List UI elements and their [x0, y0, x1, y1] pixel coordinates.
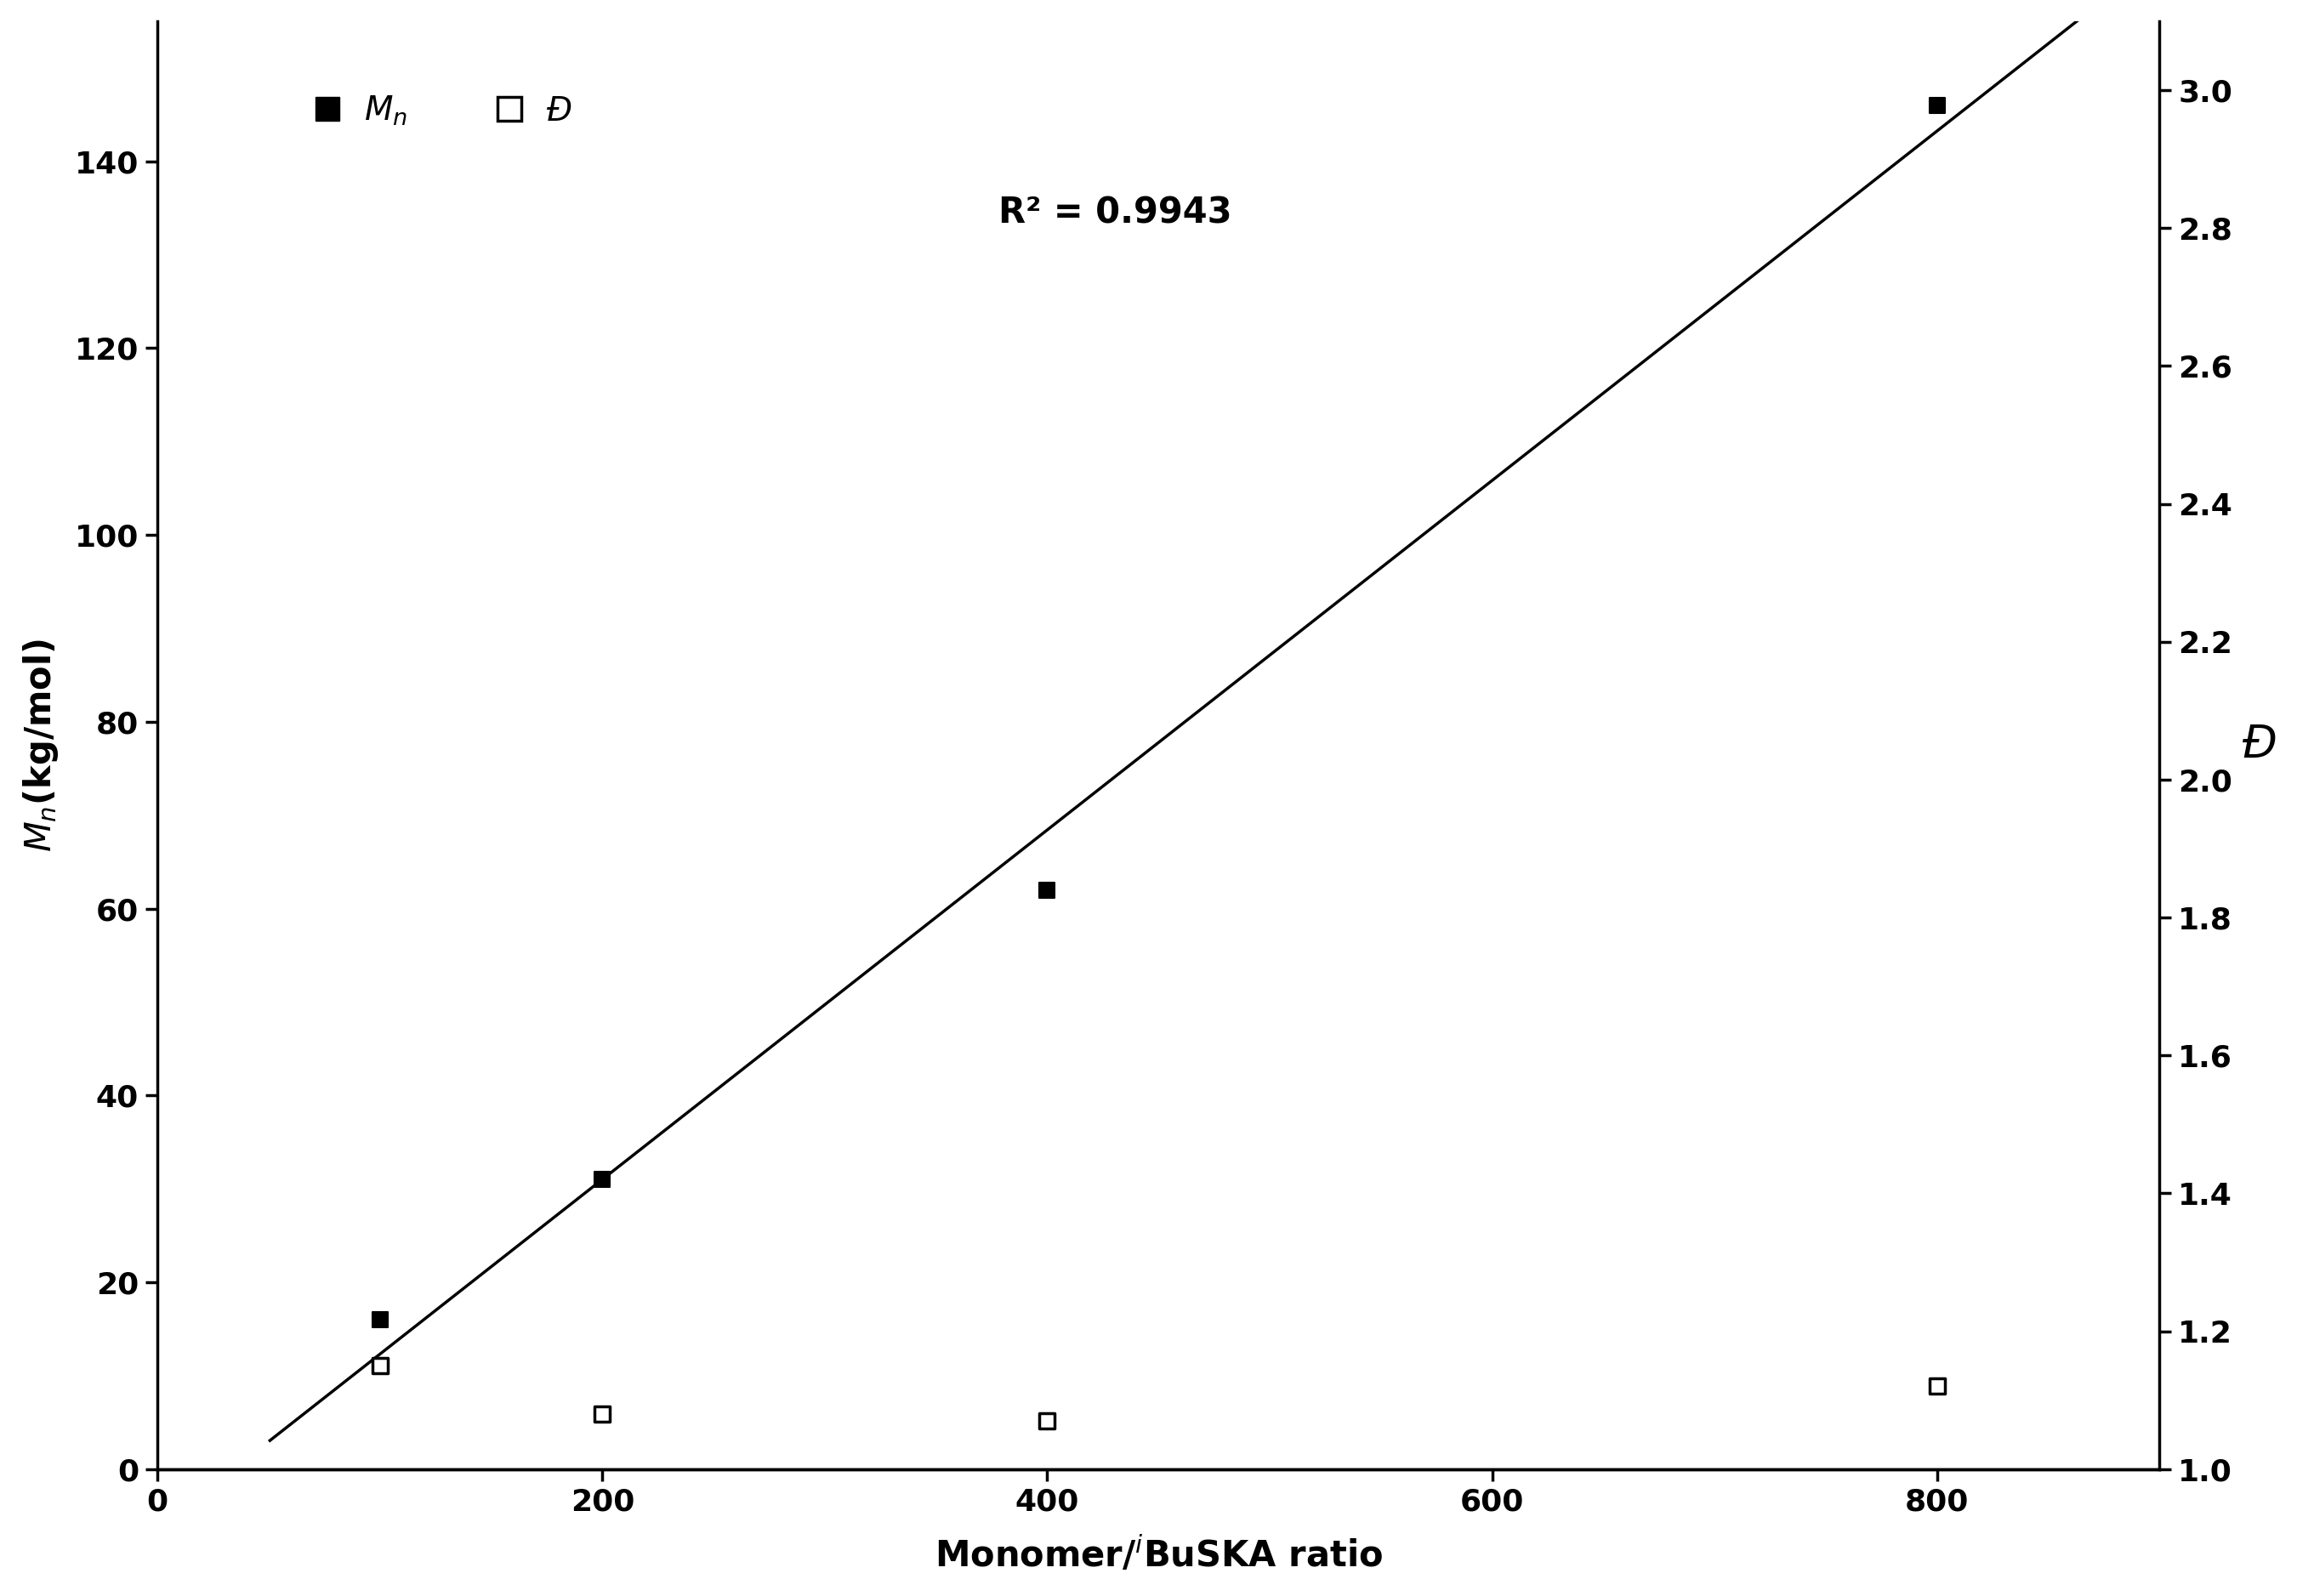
Y-axis label: $\mathit{Đ}$: $\mathit{Đ}$ [2242, 723, 2276, 768]
X-axis label: Monomer/$^{\mathit{i}}$BuSKA ratio: Monomer/$^{\mathit{i}}$BuSKA ratio [935, 1535, 1383, 1575]
Point [1029, 878, 1066, 903]
Point [1918, 1374, 1955, 1400]
Point [583, 1401, 620, 1427]
Point [361, 1307, 397, 1333]
Point [583, 1167, 620, 1192]
Text: R² = 0.9943: R² = 0.9943 [999, 195, 1231, 231]
Legend: $\mathit{M}_\mathit{n}$, $\mathit{Đ}$: $\mathit{M}_\mathit{n}$, $\mathit{Đ}$ [294, 81, 586, 140]
Point [361, 1353, 397, 1379]
Point [1029, 1408, 1066, 1433]
Point [1918, 93, 1955, 118]
Y-axis label: $\mathit{M}_\mathit{n}$(kg/mol): $\mathit{M}_\mathit{n}$(kg/mol) [21, 638, 60, 852]
